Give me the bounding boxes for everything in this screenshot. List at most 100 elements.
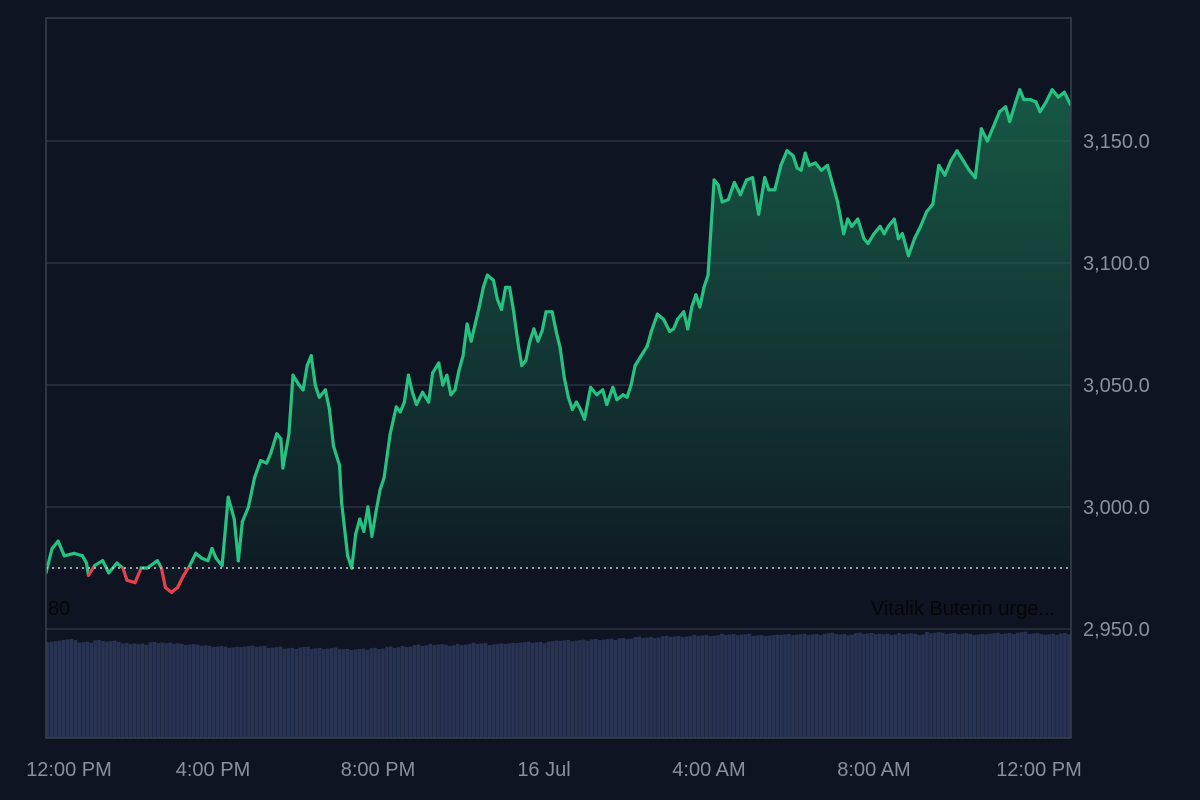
volume-bar <box>282 648 287 738</box>
volume-bar <box>298 647 302 738</box>
price-line-segment <box>323 388 332 411</box>
volume-bar <box>53 641 58 738</box>
price-line-segment <box>866 232 876 246</box>
volume-bar <box>235 646 239 738</box>
volume-bar <box>187 644 192 738</box>
volume-bar <box>621 637 626 738</box>
x-tick-label: 4:00 AM <box>672 759 745 781</box>
price-line-segment <box>46 546 54 575</box>
volume-bar <box>262 645 267 738</box>
volume-bar <box>61 639 66 738</box>
volume-bar <box>140 643 145 738</box>
volume-bar <box>988 633 992 738</box>
volume-bar <box>826 633 831 738</box>
volume-bar <box>290 647 295 738</box>
volume-bar <box>850 634 854 738</box>
volume-bar <box>144 644 149 738</box>
annotation-news-label[interactable]: Vitalik Buterin urge... <box>870 598 1055 620</box>
price-line-segment <box>133 566 143 585</box>
volume-bar <box>692 634 697 738</box>
price-line-segment <box>629 363 637 387</box>
plot-frame <box>45 17 1072 739</box>
volume-bar <box>712 635 716 738</box>
volume-bar <box>247 646 251 738</box>
price-line-segment <box>716 183 724 204</box>
volume-bar <box>613 639 618 738</box>
volume-bar <box>842 633 846 738</box>
volume-bar <box>767 635 772 738</box>
price-line-segment <box>763 176 771 192</box>
price-line-segment <box>453 368 461 392</box>
volume-bar <box>597 640 602 738</box>
price-line-segment <box>469 322 477 343</box>
price-line-segment <box>370 510 378 538</box>
volume-bar <box>925 631 929 738</box>
price-line-segment <box>240 505 251 524</box>
volume-bar <box>377 649 381 738</box>
volume-bar <box>499 643 504 738</box>
price-line-segment <box>738 178 749 197</box>
price-line-segment <box>159 566 168 590</box>
volume-bar <box>349 650 354 738</box>
volume-bar <box>467 644 472 738</box>
price-line-segment <box>56 539 66 558</box>
volume-bar <box>243 646 247 738</box>
price-line-segment <box>645 329 653 348</box>
price-line-segment <box>1044 88 1054 104</box>
volume-bar <box>708 636 712 738</box>
price-line-segment <box>779 149 789 167</box>
volume-bar <box>1059 633 1063 738</box>
price-line-segment <box>856 217 866 241</box>
volume-bar <box>562 640 567 738</box>
price-line-segment <box>382 432 392 480</box>
volume-bar <box>578 640 582 738</box>
volume-bar <box>353 649 358 738</box>
price-line-segment <box>949 149 959 163</box>
volume-bar <box>605 639 610 738</box>
volume-bar <box>538 641 543 738</box>
volume-bar <box>724 634 728 738</box>
volume-bar <box>1003 633 1008 738</box>
volume-bar <box>609 638 614 738</box>
price-line-segment <box>698 285 706 309</box>
volume-bar <box>550 641 555 738</box>
volume-bar <box>113 640 117 738</box>
volume-bar <box>286 648 291 738</box>
volume-bar <box>716 635 720 738</box>
volume-bar <box>798 634 803 738</box>
volume-bar <box>341 649 346 738</box>
price-line-segment <box>121 566 129 582</box>
volume-bar <box>783 634 787 738</box>
price-line-segment <box>461 322 469 358</box>
volume-bar <box>897 632 902 738</box>
volume-bar <box>124 642 129 738</box>
volume-bar <box>1019 632 1024 738</box>
price-line-segment <box>732 180 743 197</box>
volume-bar <box>1047 634 1051 738</box>
price-line-segment <box>182 563 192 577</box>
volume-bar <box>440 644 444 738</box>
volume-bar <box>69 638 74 738</box>
volume-bar <box>274 647 279 738</box>
price-line-segment <box>246 476 257 509</box>
volume-bar <box>491 644 496 738</box>
volume-bar <box>763 636 768 738</box>
volume-bar <box>77 642 82 738</box>
volume-bar <box>1051 633 1055 738</box>
price-line-segment <box>477 285 485 309</box>
price-line-layer <box>46 88 1071 595</box>
price-line-segment <box>287 373 295 436</box>
price-line-segment <box>269 432 279 455</box>
x-tick-label: 12:00 PM <box>26 759 112 781</box>
volume-bar <box>325 648 330 738</box>
volume-bar <box>420 645 425 738</box>
volume-bar <box>373 647 377 738</box>
volume-bar <box>507 643 511 738</box>
volume-bar <box>759 634 764 738</box>
volume-bar <box>73 640 78 738</box>
volume-bar <box>822 633 827 738</box>
volume-bar <box>877 633 882 738</box>
plot-border <box>45 17 1072 739</box>
